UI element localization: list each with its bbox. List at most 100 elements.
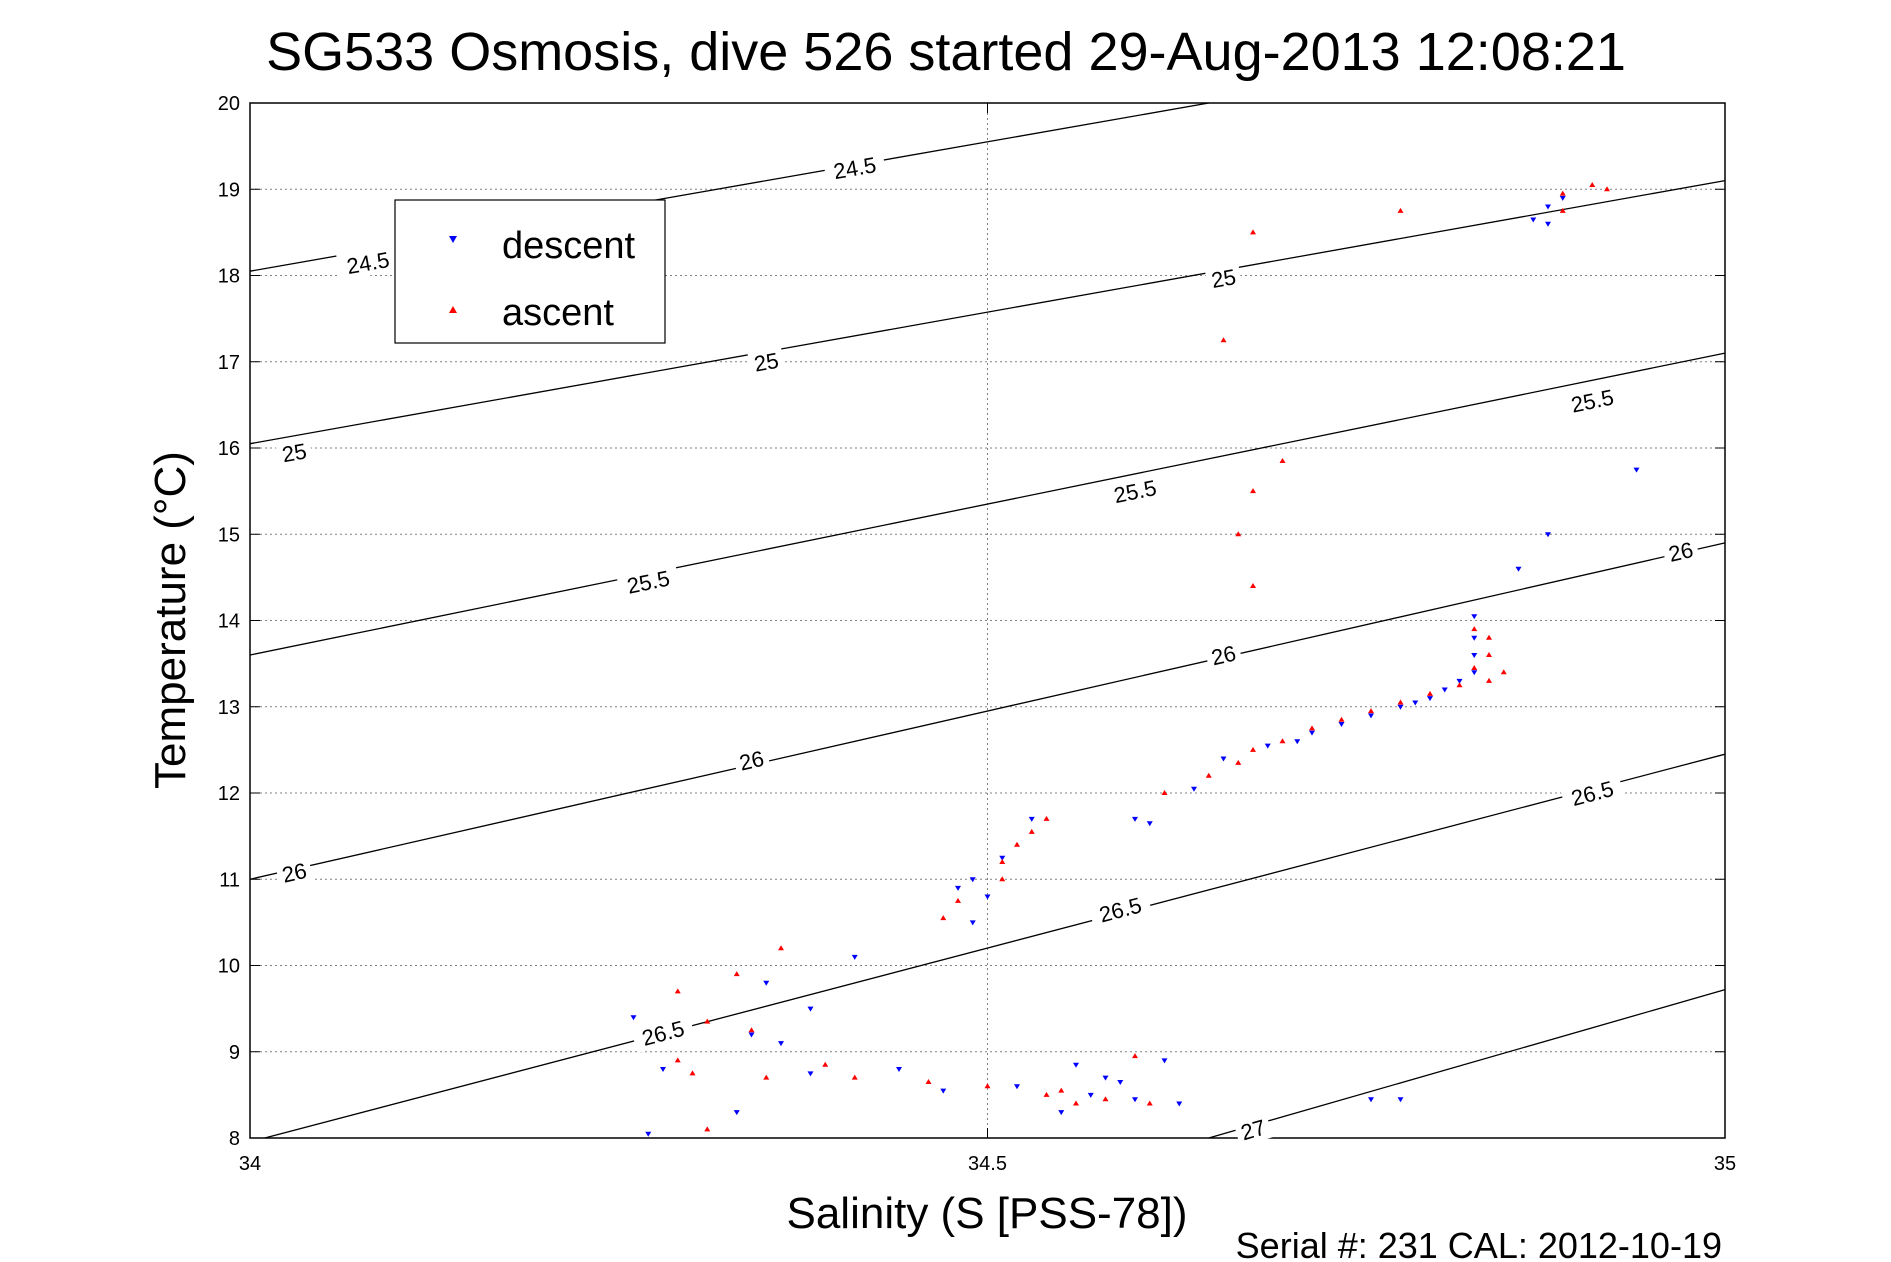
isopycnal-label-text: 25 [1209,264,1237,293]
descent-point [1441,687,1448,693]
y-tick-label: 11 [219,869,240,891]
descent-point [1559,195,1566,201]
ascent-point [1338,716,1345,722]
legend-descent-label: descent [502,225,636,267]
descent-point [1338,722,1345,727]
ascent-point [1589,181,1596,187]
descent-point [660,1067,666,1072]
descent-point [1220,756,1227,762]
isopycnal-label-bg [1661,535,1701,568]
isopycnal-label-bg [336,244,400,281]
isopycnal-label-text: 26 [1209,641,1238,671]
serial-cal-footer: Serial #: 231 CAL: 2012-10-19 [1236,1225,1722,1262]
isopycnal-label-bg [275,436,314,469]
ascent-point [1486,652,1492,657]
descent-point [1545,221,1551,227]
ascent-point [1397,699,1404,705]
descent-point [1161,1058,1168,1064]
isopycnal-label-text: 25 [752,348,780,377]
descent-point [851,954,858,960]
ascent-point [1397,207,1404,213]
descent-point [955,885,961,891]
ascent-point [940,915,947,921]
isopycnal-label-text: 25 [280,438,308,467]
y-tick-label: 10 [218,956,240,978]
descent-point [1146,821,1153,827]
ascent-point [1250,488,1256,494]
ascent-point [1486,634,1492,640]
ascent-point [763,1074,770,1080]
isopycnal-label-bg [822,149,887,186]
isopycnal-label-bg [630,1012,696,1053]
isopycnal-label: 26 [732,743,771,777]
isopycnal-label-bg [1204,262,1243,294]
grid-lines [250,103,1725,1138]
descent-point [1309,730,1315,736]
isopycnal-label: 26 [1661,535,1701,568]
ascent-point [1235,759,1242,765]
isopycnal-label-bg [1233,1112,1273,1147]
ascent-point [999,876,1006,882]
y-tick-label: 20 [218,93,240,115]
series-descent [630,195,1640,1137]
ascent-point [1073,1100,1079,1106]
ascent-point [1279,738,1286,744]
ascent-point [689,1070,696,1076]
descent-point [733,1110,740,1116]
ascent-point [1559,207,1566,213]
x-tick-label: 35 [1714,1153,1736,1175]
legend-box [394,199,666,344]
ascent-point [1279,457,1286,463]
descent-point [1368,1097,1374,1103]
ascent-point [822,1061,829,1067]
descent-point [1191,786,1197,792]
descent-point [1028,816,1035,822]
ascent-point [1235,531,1242,537]
y-tick-label: 16 [218,438,240,460]
y-tick-label: 13 [218,697,240,719]
ascent-point [1604,186,1610,192]
ascent-point [955,897,961,903]
isopycnal-label-bg [1560,381,1625,420]
legend-ascent-marker [449,306,457,313]
isopycnal-label-bg [274,855,314,889]
ascent-point [1220,337,1227,343]
ascent-point [1058,1087,1065,1093]
isopycnal-label-bg [616,562,681,601]
ascent-point [999,859,1006,864]
ascent-point [984,1083,991,1089]
x-tick-label: 34.5 [968,1153,1007,1175]
ascent-point [1205,772,1212,778]
descent-point [1412,700,1419,706]
legend-descent-marker [449,236,457,243]
descent-point [1087,1092,1094,1098]
isopycnal-label-bg [1103,472,1167,510]
ascent-point [1250,583,1256,588]
ascent-point [1043,815,1050,821]
descent-point [1117,1079,1124,1085]
descent-point [1176,1101,1183,1107]
ascent-point [1028,828,1035,834]
isopycnal-label: 26 [1204,638,1243,672]
descent-point [630,1015,637,1021]
isopycnal-label-bg [1204,638,1243,672]
descent-point [1132,816,1138,822]
descent-point [984,894,991,900]
ascent-point [1559,190,1566,196]
y-tick-label: 14 [218,611,240,633]
y-axis-label: Temperature (°C) [146,451,195,789]
ascent-point [1250,746,1256,752]
isopycnal-line [249,352,1726,656]
ascent-point [1427,690,1433,696]
isopycnal-label: 25 [275,436,314,469]
legend-ascent-label: ascent [502,292,614,334]
descent-point [1471,614,1478,620]
descent-point [999,855,1006,861]
data-points [630,181,1640,1137]
descent-point [1264,743,1271,749]
legend: descent ascent [394,199,666,344]
x-axis-label: Salinity (S [PSS-78]) [786,1189,1187,1238]
descent-point [1132,1097,1138,1103]
descent-point [748,1032,755,1038]
